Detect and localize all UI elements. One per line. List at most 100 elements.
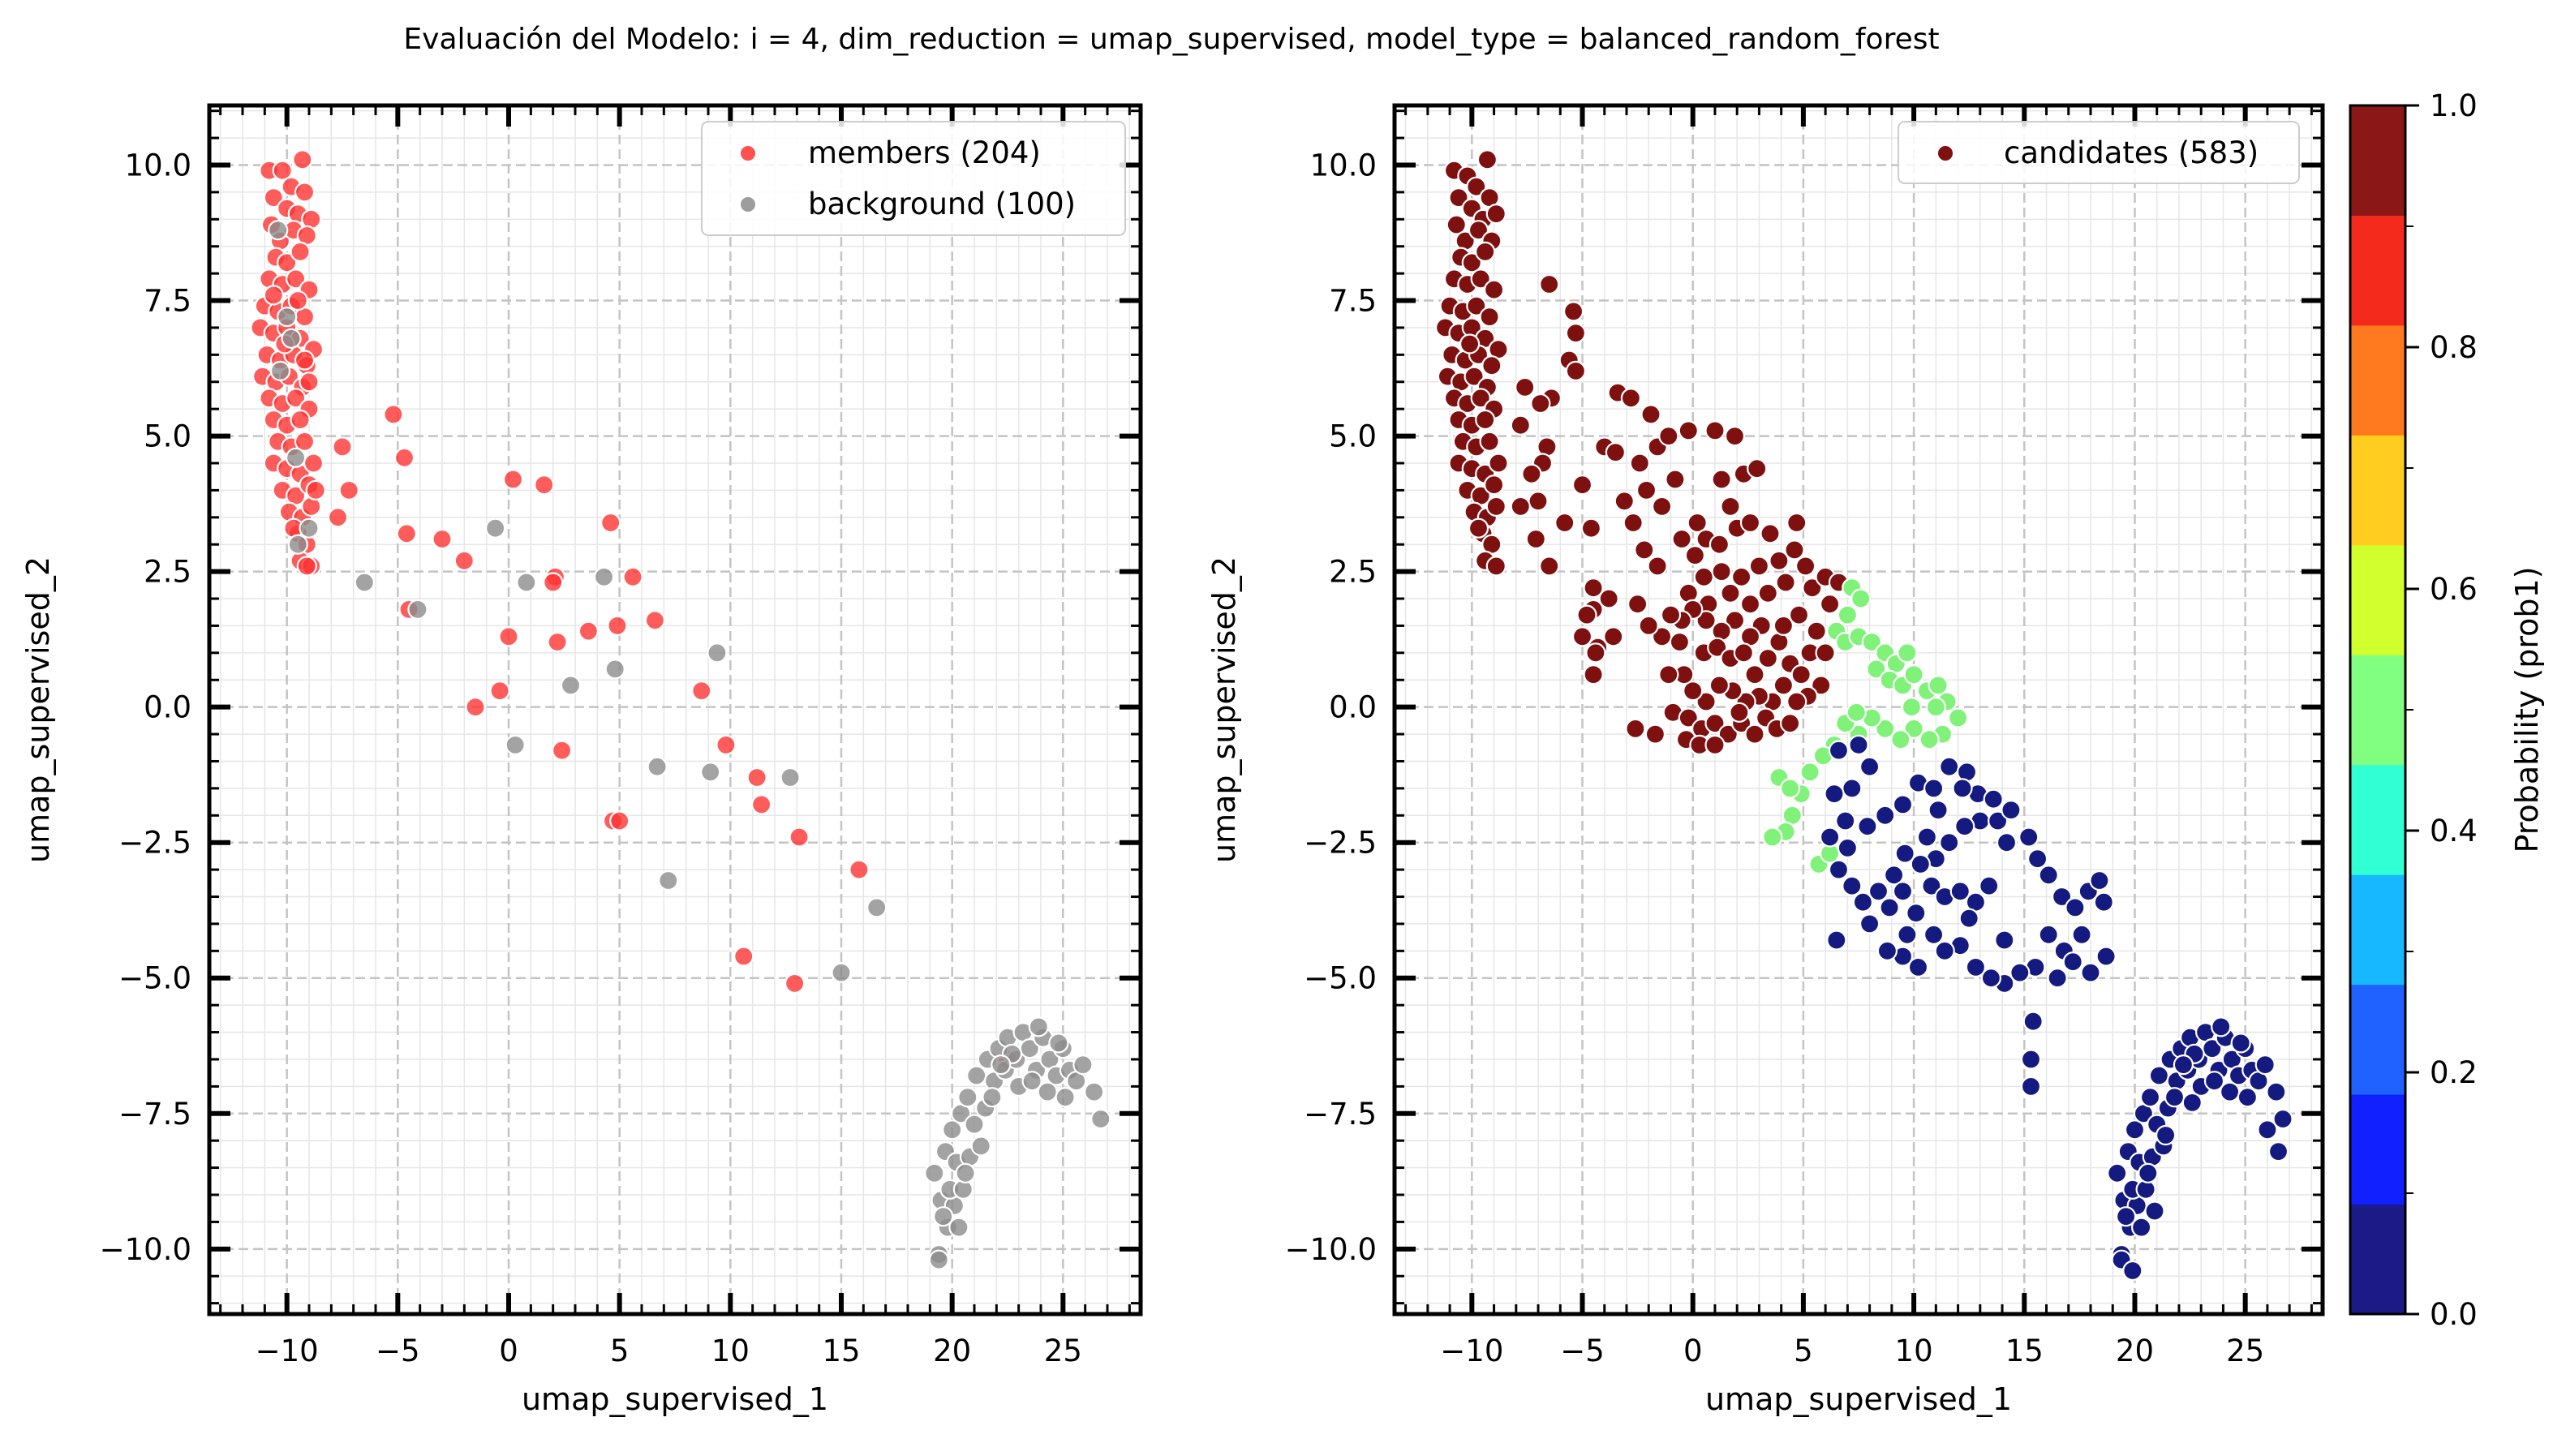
- data-point: [1623, 512, 1644, 534]
- data-point: [1468, 220, 1489, 241]
- data-point: [277, 307, 298, 328]
- data-point: [1658, 664, 1679, 685]
- data-point: [1852, 891, 1873, 913]
- y-tick-label: −10.0: [1285, 1232, 1377, 1267]
- data-point: [396, 523, 417, 544]
- data-point: [1446, 214, 1467, 235]
- data-point: [964, 1114, 985, 1135]
- data-point: [1083, 1081, 1105, 1102]
- data-point: [547, 631, 568, 653]
- data-point: [1903, 718, 1924, 740]
- data-point: [1530, 393, 1551, 414]
- candidates-plot: −10 −5 0 5 10 15 20 25 −10.0 −7.5 −5.0 −2.5 0.0 2.5 5.…: [1206, 103, 2325, 1417]
- data-point: [489, 680, 510, 702]
- data-point: [2089, 870, 2110, 891]
- data-point: [292, 149, 313, 170]
- data-point: [1786, 512, 1807, 534]
- y-tick-label: 0.0: [144, 690, 191, 725]
- data-point: [560, 675, 582, 696]
- data-point: [1811, 675, 1832, 696]
- data-point: [1464, 366, 1485, 387]
- data-point: [484, 518, 506, 539]
- data-point: [1510, 414, 1531, 436]
- ticks-right: −10 −5 0 5 10 15 20 25 −10.0 −7.5 −5.0 −2.5 0.0 2.5 5.…: [1285, 105, 2323, 1368]
- colorbar-label: Probability (prob1): [2509, 566, 2545, 853]
- data-point: [1773, 675, 1794, 696]
- data-point: [2181, 1092, 2203, 1114]
- x-tick-label: 25: [2226, 1334, 2264, 1368]
- data-point: [2144, 1200, 2165, 1222]
- grid-left: [209, 105, 1141, 1314]
- colorbar-tick-label: 0.2: [2430, 1055, 2478, 1090]
- data-point: [294, 182, 316, 203]
- data-point: [1696, 691, 1717, 712]
- data-point: [593, 566, 615, 587]
- data-point: [1485, 496, 1507, 518]
- data-point: [502, 469, 524, 490]
- data-point: [1647, 556, 1668, 577]
- data-point: [2052, 886, 2073, 908]
- data-point: [1459, 333, 1481, 354]
- data-point: [272, 160, 293, 181]
- data-point: [1828, 859, 1850, 880]
- data-point: [933, 1206, 954, 1227]
- data-point: [746, 767, 767, 788]
- data-point: [691, 680, 712, 702]
- data-point: [286, 447, 307, 468]
- data-point: [966, 1065, 987, 1086]
- y-tick-label: 10.0: [125, 148, 191, 183]
- data-point: [1848, 734, 1869, 756]
- data-point: [2020, 1076, 2042, 1097]
- data-point: [286, 388, 307, 409]
- data-point: [1521, 463, 1542, 484]
- data-point: [970, 1136, 991, 1157]
- data-point: [1857, 816, 1878, 837]
- data-point: [2230, 1033, 2251, 1054]
- data-point: [1470, 388, 1491, 409]
- x-tick-label: −5: [1560, 1334, 1605, 1368]
- x-tick-label: 5: [1794, 1334, 1813, 1368]
- data-point: [1769, 550, 1790, 571]
- data-point: [2080, 962, 2101, 983]
- data-point: [1709, 534, 1730, 555]
- data-point: [1916, 827, 1937, 848]
- data-point: [1788, 604, 1810, 625]
- data-point: [1479, 307, 1500, 328]
- data-point: [1939, 756, 1960, 777]
- data-point: [1037, 1081, 1058, 1102]
- data-point: [1055, 1087, 1076, 1108]
- data-point: [543, 572, 564, 593]
- data-point: [1780, 713, 1801, 734]
- data-point: [305, 479, 326, 501]
- x-tick-label: −10: [1440, 1334, 1503, 1368]
- data-point: [2065, 897, 2086, 918]
- data-point: [1780, 778, 1801, 799]
- data-point: [928, 1249, 949, 1270]
- data-point: [263, 285, 284, 306]
- data-point: [1539, 556, 1560, 577]
- legend-label-candidates: candidates (583): [2004, 135, 2259, 170]
- data-point: [1678, 707, 1699, 728]
- colorbar-tick-label: 0.6: [2430, 572, 2478, 607]
- data-point: [286, 268, 307, 290]
- colorbar-band: [2350, 215, 2405, 326]
- data-point: [600, 512, 621, 534]
- colorbar-band: [2350, 874, 2405, 986]
- data-point: [924, 1162, 945, 1183]
- colorbar-band: [2350, 655, 2405, 766]
- data-point: [831, 962, 852, 983]
- data-point: [1890, 729, 1911, 750]
- data-point: [498, 626, 519, 647]
- data-point: [1958, 908, 1979, 929]
- data-point: [407, 599, 428, 621]
- data-point: [2257, 1119, 2278, 1140]
- y-tick-label: 7.5: [144, 284, 191, 319]
- axes-frame-right: [1392, 103, 2325, 1316]
- data-point: [1565, 360, 1587, 381]
- data-point: [1711, 560, 1732, 582]
- data-point: [432, 528, 453, 550]
- data-point: [1790, 664, 1812, 685]
- legend-marker-members: [739, 144, 757, 162]
- data-point: [1525, 528, 1546, 550]
- data-point: [1837, 837, 1858, 859]
